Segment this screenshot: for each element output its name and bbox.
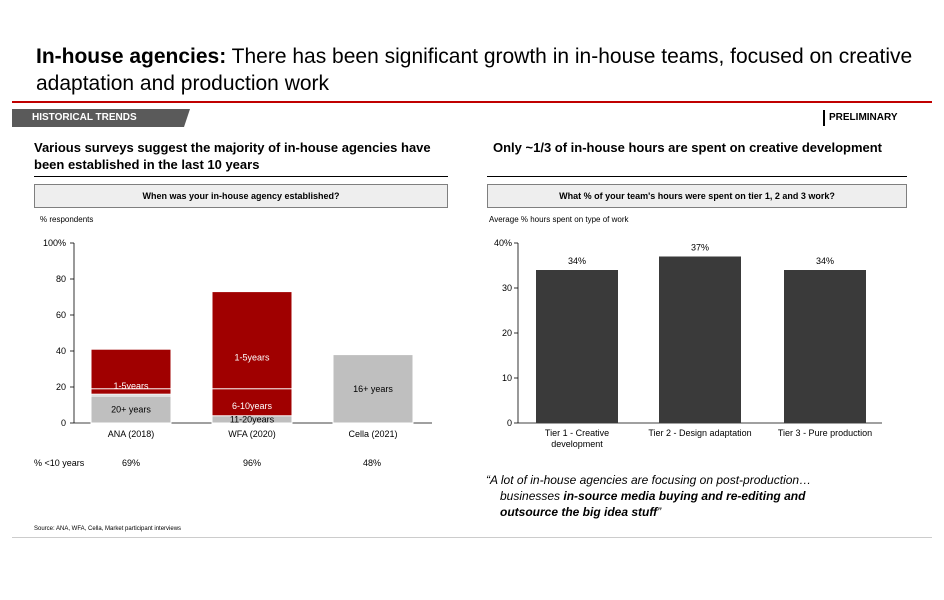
section-banner: HISTORICAL TRENDS [12, 109, 190, 127]
value-label: 34% [816, 256, 834, 266]
row-label-under-10: % <10 years [34, 458, 85, 468]
tier-bar-chart: 0 10 20 30 40% 34% Tier 1 - Creativedevelopmen… [494, 238, 882, 449]
bar-segment [332, 354, 414, 424]
category-label: Tier 2 - Design adaptation [648, 428, 751, 438]
segment-label: 11-20years [230, 414, 275, 424]
y-tick-label: 0 [61, 418, 66, 428]
left-heading-rule [34, 176, 448, 177]
right-heading: Only ~1/3 of in-house hours are spent on… [493, 140, 883, 155]
left-question: When was your in-house agency establishe… [34, 184, 448, 208]
category-label: Tier 1 - Creative [545, 428, 609, 438]
right-heading-rule [487, 176, 907, 177]
y-tick-label: 0 [507, 418, 512, 428]
segment-label: 6-10years [232, 401, 273, 411]
y-tick-label: 60 [56, 310, 66, 320]
y-tick-label: 20 [56, 382, 66, 392]
value-label: 37% [691, 243, 709, 253]
bar [659, 256, 741, 423]
bar-segment [90, 395, 172, 424]
y-tick-label: 100% [43, 238, 66, 248]
bottom-rule [12, 537, 932, 538]
segment-label: 16+ years [353, 384, 393, 394]
category-label: Tier 3 - Pure production [778, 428, 872, 438]
page-title: In-house agencies: There has been signif… [36, 45, 913, 95]
bar [784, 270, 866, 423]
left-unit-label: % respondents [40, 215, 94, 224]
category-label: ANA (2018) [108, 429, 155, 439]
y-tick-label: 40 [56, 346, 66, 356]
category-label: development [551, 439, 603, 449]
category-label: WFA (2020) [228, 429, 276, 439]
y-tick-label: 80 [56, 274, 66, 284]
segment-label: 20+ years [111, 405, 151, 415]
value-label: 34% [568, 256, 586, 266]
y-tick-label: 10 [502, 373, 512, 383]
bar-segment [211, 415, 293, 424]
segment-label: 1-5years [113, 381, 149, 391]
preliminary-tag: PRELIMINARY [823, 110, 898, 126]
right-unit-label: Average % hours spent on type of work [489, 215, 629, 224]
y-tick-label: 20 [502, 328, 512, 338]
row-value-wfa: 96% [242, 458, 261, 468]
category-label: Cella (2021) [348, 429, 397, 439]
y-tick-label: 30 [502, 283, 512, 293]
y-tick-label: 40% [494, 238, 512, 248]
segment-label: 1-5years [234, 352, 270, 362]
bar [536, 270, 618, 423]
left-heading: Various surveys suggest the majority of … [34, 140, 431, 172]
source-note: Source: ANA, WFA, Cella, Market particip… [34, 526, 182, 532]
row-value-cella: 48% [362, 458, 381, 468]
quote: “A lot of in-house agencies are focusing… [486, 473, 812, 519]
row-value-ana: 69% [121, 458, 140, 468]
right-question: What % of your team's hours were spent o… [487, 184, 907, 208]
title-rule [12, 101, 932, 103]
